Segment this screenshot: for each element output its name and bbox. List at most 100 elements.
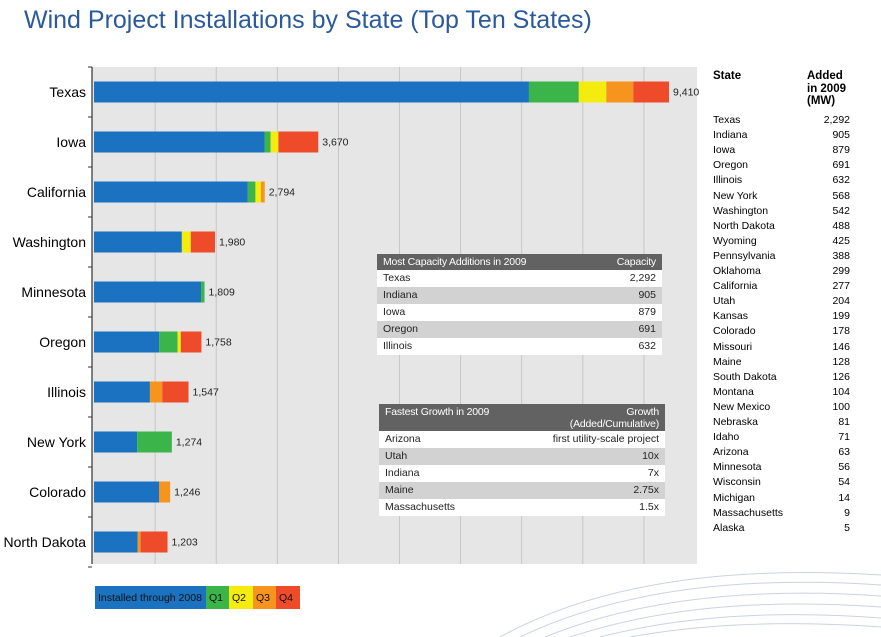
legend-label-q3: Q3 [256, 592, 270, 604]
growth-table-row: Arizona first utility-scale project [379, 431, 665, 448]
bar-texas-installed-through-2008 [94, 81, 529, 103]
bar-minnesota-installed-through-2008 [94, 281, 202, 303]
category-label-texas: Texas [49, 84, 86, 100]
category-label-colorado: Colorado [29, 484, 86, 500]
state-table-state: Alaska [713, 521, 745, 534]
growth-table-row: Maine 2.75x [379, 482, 665, 499]
growth-header-line1: Growth [626, 406, 659, 418]
decorative-swooshes [499, 572, 881, 637]
bar-texas-q2 [578, 81, 607, 103]
capacity-table-state: Texas [383, 272, 411, 284]
state-table-state: South Dakota [713, 370, 777, 383]
state-table-row: Indiana 905 [713, 128, 850, 143]
state-table-value: 14 [838, 491, 850, 504]
state-table-state: Nebraska [713, 416, 758, 428]
total-label-texas: 9,410 [673, 87, 699, 99]
state-table-state: New York [713, 189, 758, 202]
category-label-minnesota: Minnesota [21, 284, 86, 300]
state-table-value: 277 [832, 280, 850, 293]
bar-illinois-q4 [162, 381, 189, 403]
legend-swatch-q3 [253, 586, 276, 609]
state-table-state: Iowa [713, 144, 736, 157]
capacity-table-row: Iowa 879 [377, 304, 662, 321]
capacity-table-value: 879 [638, 306, 656, 318]
bar-north-dakota-q3 [137, 531, 141, 553]
bar-colorado-installed-through-2008 [94, 481, 160, 503]
added-header-line2: in 2009 [807, 82, 846, 95]
added-header-line3: (MW) [807, 95, 836, 107]
bar-north-dakota-q4 [140, 531, 168, 553]
state-table-state: Oregon [713, 159, 749, 172]
bar-california-q3 [260, 181, 265, 203]
state-table-row: California 277 [713, 279, 850, 294]
legend-label-q1: Q1 [209, 592, 223, 604]
state-table-row: Idaho 71 [713, 430, 850, 445]
state-table-row: Oregon 691 [713, 158, 850, 173]
total-label-washington: 1,980 [219, 237, 245, 249]
capacity-table-value: 2,292 [629, 272, 656, 284]
growth-table-state: Utah [385, 450, 408, 462]
growth-table-row: Indiana 7x [379, 465, 665, 482]
state-table-value: 568 [832, 189, 850, 202]
state-table-value: 54 [838, 476, 850, 489]
state-table-state: North Dakota [713, 219, 775, 232]
state-table-row: New York 568 [713, 189, 850, 204]
bar-minnesota-q1 [201, 281, 205, 303]
bar-oregon-q2 [177, 331, 181, 353]
added-header-line1: Added [807, 70, 843, 82]
bar-iowa-installed-through-2008 [94, 131, 265, 153]
bars [94, 81, 669, 553]
capacity-table-state: Iowa [383, 306, 406, 318]
state-table-state: Maine [713, 355, 742, 368]
state-table-value: 388 [832, 249, 850, 262]
state-table-row: Minnesota 56 [713, 460, 850, 475]
legend-swatch-installed [95, 586, 206, 609]
state-table-value: 425 [832, 234, 850, 247]
bar-washington-q4 [190, 231, 215, 253]
total-label-colorado: 1,246 [174, 487, 200, 499]
legend-label-q2: Q2 [232, 592, 246, 604]
state-table-value: 126 [832, 370, 850, 383]
state-table-state: Texas [713, 114, 741, 126]
state-column-header: State [713, 70, 742, 82]
state-table-row: Nebraska 81 [713, 415, 850, 430]
state-table-state: Colorado [713, 325, 756, 338]
state-table-value: 632 [832, 174, 850, 187]
bar-washington-installed-through-2008 [94, 231, 182, 253]
state-table-value: 199 [832, 310, 850, 323]
total-label-minnesota: 1,809 [209, 287, 235, 299]
state-table-value: 100 [832, 400, 850, 413]
bar-iowa-q2 [270, 131, 279, 153]
y-axis-ticks [88, 66, 92, 568]
capacity-table-title: Most Capacity Additions in 2009 [383, 256, 527, 268]
state-table-value: 204 [832, 295, 850, 308]
state-table-value: 2,292 [823, 114, 850, 126]
state-table-value: 63 [838, 446, 850, 459]
state-table-value: 9 [844, 506, 850, 519]
page-title: Wind Project Installations by State (Top… [24, 6, 592, 34]
state-table-row: New Mexico 100 [713, 400, 850, 415]
state-table-value: 879 [832, 144, 850, 157]
state-table-state: Montana [713, 385, 754, 398]
category-label-north-dakota: North Dakota [4, 534, 87, 550]
category-label-california: California [27, 184, 86, 200]
added-column-header: Added in 2009 (MW) [807, 70, 857, 108]
state-table-state: Michigan [713, 491, 756, 504]
state-table-state: Wisconsin [713, 476, 761, 489]
state-table-row: Iowa 879 [713, 143, 850, 158]
state-table-state: Illinois [713, 174, 743, 187]
bar-new-york-installed-through-2008 [94, 431, 138, 453]
bar-california-q1 [247, 181, 256, 203]
state-table-state: Minnesota [713, 461, 762, 474]
bar-oregon-installed-through-2008 [94, 331, 160, 353]
capacity-table-value: 632 [638, 340, 656, 352]
growth-table-header: Fastest Growth in 2009 Growth (Added/Cum… [379, 404, 665, 431]
growth-table-state: Massachusetts [385, 501, 456, 513]
state-table-state: Wyoming [713, 234, 757, 247]
growth-header-line2: (Added/Cumulative) [569, 418, 659, 430]
category-label-washington: Washington [13, 234, 86, 250]
state-table-row: Wyoming 425 [713, 234, 850, 249]
state-table-row: North Dakota 488 [713, 219, 850, 234]
growth-table-value: 1.5x [639, 501, 659, 513]
state-table-state: Idaho [713, 431, 740, 444]
